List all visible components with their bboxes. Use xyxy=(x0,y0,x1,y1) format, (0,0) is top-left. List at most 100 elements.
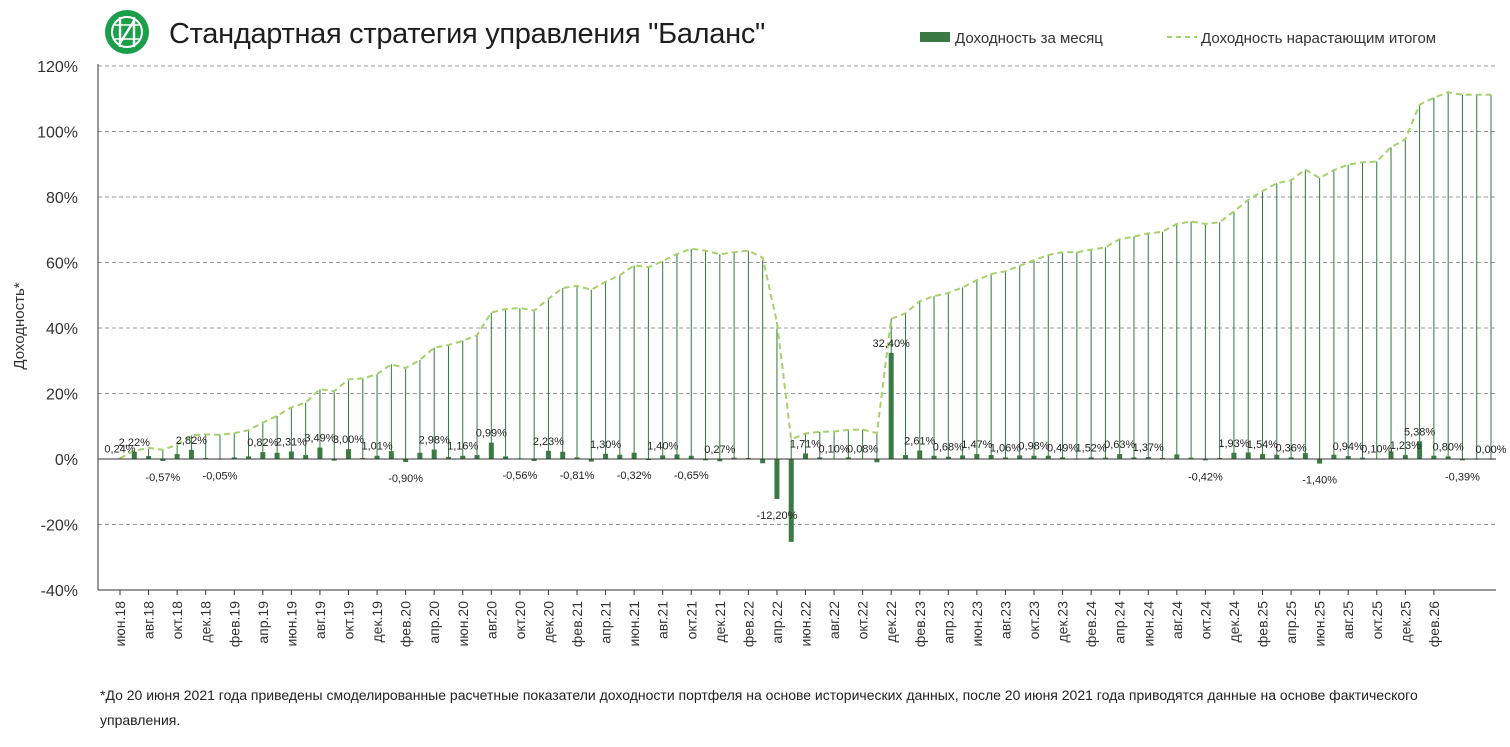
monthly-bar xyxy=(331,459,337,461)
monthly-bar xyxy=(474,455,480,459)
x-tick-label: апр.20 xyxy=(426,601,442,644)
monthly-bar xyxy=(1431,455,1437,459)
monthly-bar xyxy=(1288,457,1294,459)
cumulative-stems xyxy=(119,92,1492,459)
monthly-bar xyxy=(374,455,380,459)
monthly-bar xyxy=(260,452,266,459)
data-label: 5,38% xyxy=(1404,426,1435,438)
data-label: 0,98% xyxy=(1018,441,1049,453)
x-tick-label: авг.20 xyxy=(483,601,499,639)
y-tick-label: 60% xyxy=(46,256,78,273)
data-label: -0,42% xyxy=(1188,471,1223,483)
x-tick-label: фев.20 xyxy=(398,601,414,647)
data-label: 0,99% xyxy=(476,428,507,440)
x-tick-label: дек.18 xyxy=(198,601,214,643)
monthly-bar xyxy=(1231,452,1237,459)
monthly-bar xyxy=(531,459,537,461)
legend-cumulative-label: Доходность нарастающим итогом xyxy=(1201,30,1437,47)
monthly-bar xyxy=(1274,454,1280,459)
x-tick-label: июн.21 xyxy=(626,601,642,647)
data-label: 1,16% xyxy=(447,441,478,453)
monthly-bar xyxy=(1359,457,1365,459)
monthly-bar xyxy=(917,450,923,459)
monthly-bar xyxy=(488,442,494,459)
monthly-bar xyxy=(603,453,609,459)
data-label: 1,93% xyxy=(1218,438,1249,450)
monthly-bar xyxy=(160,459,166,461)
data-label: 0,68% xyxy=(933,442,964,454)
data-label: -12,20% xyxy=(756,510,797,522)
x-tick-label: июн.24 xyxy=(1140,601,1156,647)
monthly-bar xyxy=(674,454,680,459)
data-label: -0,81% xyxy=(560,470,595,482)
data-label: 1,06% xyxy=(990,442,1021,454)
x-tick-label: авг.24 xyxy=(1169,601,1185,639)
monthly-bar xyxy=(1445,456,1451,459)
monthly-bar xyxy=(131,451,137,459)
monthly-bar xyxy=(317,447,323,459)
monthly-bar xyxy=(303,455,309,459)
data-label: 1,40% xyxy=(647,440,678,452)
monthly-bar xyxy=(1459,459,1465,461)
monthly-bar xyxy=(1117,454,1123,459)
monthly-bar xyxy=(545,450,551,459)
monthly-bar xyxy=(1202,459,1208,461)
data-label: 1,71% xyxy=(790,438,821,450)
monthly-bar xyxy=(788,459,794,542)
monthly-bar xyxy=(1145,457,1151,459)
y-tick-label: 0% xyxy=(55,452,78,469)
monthly-bar xyxy=(460,455,466,459)
monthly-bar xyxy=(346,449,351,459)
x-tick-label: окт.21 xyxy=(683,601,699,640)
x-tick-label: июн.22 xyxy=(798,601,814,647)
monthly-bar xyxy=(1317,459,1323,464)
x-tick-label: авг.22 xyxy=(826,601,842,639)
x-tick-label: фев.23 xyxy=(912,601,928,647)
monthly-bar xyxy=(1245,452,1251,459)
data-label: -0,90% xyxy=(388,473,423,485)
data-label: -0,39% xyxy=(1445,471,1480,483)
x-tick-label: авг.25 xyxy=(1340,601,1356,639)
data-label: 32,40% xyxy=(873,338,911,350)
data-label: 0,36% xyxy=(1275,442,1306,454)
monthly-bar xyxy=(1402,455,1408,459)
monthly-bar xyxy=(1088,457,1094,459)
y-tick-label: -20% xyxy=(41,518,78,535)
x-tick-label: авг.23 xyxy=(997,601,1013,639)
monthly-bar xyxy=(1131,457,1137,459)
monthly-bar xyxy=(945,456,951,459)
data-label: -0,57% xyxy=(145,472,180,484)
monthly-bar xyxy=(431,449,437,459)
data-label: 1,37% xyxy=(1133,442,1164,454)
monthly-bar xyxy=(760,459,766,464)
monthly-bar xyxy=(731,457,737,459)
y-tick-label: 120% xyxy=(37,59,78,76)
data-label: 0,27% xyxy=(704,444,735,456)
monthly-bar xyxy=(188,449,194,459)
monthly-bar xyxy=(1345,456,1351,459)
x-tick-label: июн.23 xyxy=(969,601,985,647)
company-logo xyxy=(105,10,149,54)
data-label: -0,05% xyxy=(203,470,238,482)
y-tick-label: 100% xyxy=(37,125,78,142)
x-tick-label: окт.24 xyxy=(1197,601,1213,640)
axes: -40% -20% 0% 20% 40% 60% 80% 100% 120% Доходность… xyxy=(11,59,1496,647)
x-tick-label: окт.18 xyxy=(169,601,185,640)
x-tick-label: апр.24 xyxy=(1112,601,1128,644)
monthly-bar xyxy=(174,454,180,459)
monthly-bar xyxy=(988,455,994,459)
x-tick-label: авг.18 xyxy=(141,601,157,639)
monthly-bar xyxy=(703,459,709,461)
monthly-bar xyxy=(902,455,908,459)
monthly-bar xyxy=(588,459,594,462)
x-tick-label: апр.23 xyxy=(940,601,956,644)
data-label: 0,80% xyxy=(1433,441,1464,453)
y-axis-label: Доходность* xyxy=(11,282,28,369)
x-tick-label: окт.20 xyxy=(512,601,528,640)
monthly-bar xyxy=(974,454,980,459)
monthly-bar xyxy=(1302,453,1308,459)
logo-ring xyxy=(111,16,143,48)
data-label: 0,08% xyxy=(847,444,878,456)
x-tick-label: июн.25 xyxy=(1312,601,1328,647)
monthly-bar xyxy=(1060,457,1066,459)
